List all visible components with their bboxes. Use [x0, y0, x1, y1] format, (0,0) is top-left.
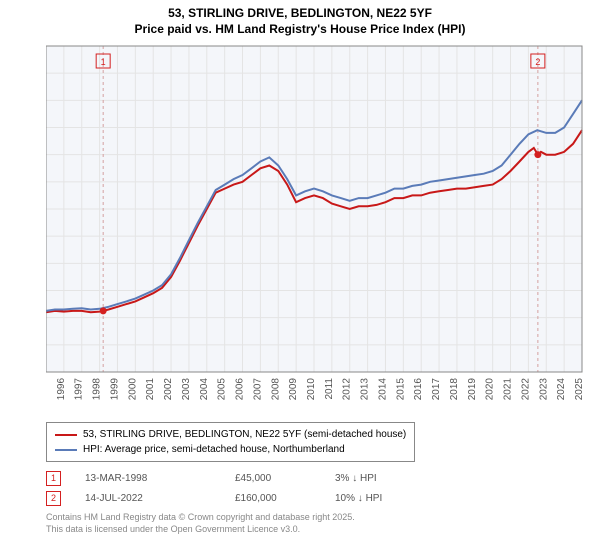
svg-text:1: 1 — [101, 57, 106, 67]
svg-text:2015: 2015 — [395, 378, 406, 401]
svg-text:2019: 2019 — [467, 378, 478, 401]
legend-row: 53, STIRLING DRIVE, BEDLINGTON, NE22 5YF… — [55, 427, 406, 442]
svg-text:2007: 2007 — [252, 378, 263, 401]
svg-text:2012: 2012 — [342, 378, 353, 401]
svg-text:2010: 2010 — [306, 378, 317, 401]
svg-text:2020: 2020 — [485, 378, 496, 401]
marker-date: 13-MAR-1998 — [85, 473, 235, 484]
svg-text:1999: 1999 — [109, 378, 120, 401]
marker-row: 1 13-MAR-1998 £45,000 3% ↓ HPI — [46, 468, 435, 488]
svg-text:2006: 2006 — [235, 378, 246, 401]
svg-text:2016: 2016 — [413, 378, 424, 401]
legend-label: 53, STIRLING DRIVE, BEDLINGTON, NE22 5YF… — [83, 427, 406, 442]
svg-text:2023: 2023 — [538, 378, 549, 401]
marker-price: £160,000 — [235, 493, 335, 504]
svg-text:2000: 2000 — [127, 378, 138, 401]
marker-badge-1: 1 — [46, 471, 61, 486]
price-chart: £0£20K£40K£60K£80K£100K£120K£140K£160K£1… — [46, 42, 586, 412]
svg-text:2018: 2018 — [449, 378, 460, 401]
svg-text:2: 2 — [535, 57, 540, 67]
svg-text:2014: 2014 — [377, 378, 388, 401]
marker-pct: 10% ↓ HPI — [335, 493, 435, 504]
svg-text:2003: 2003 — [181, 378, 192, 401]
svg-text:2017: 2017 — [431, 378, 442, 401]
marker-badge-2: 2 — [46, 491, 61, 506]
svg-text:2024: 2024 — [556, 378, 567, 401]
svg-text:2013: 2013 — [360, 378, 371, 401]
title-line-1: 53, STIRLING DRIVE, BEDLINGTON, NE22 5YF — [0, 6, 600, 22]
svg-text:2005: 2005 — [217, 378, 228, 401]
marker-row: 2 14-JUL-2022 £160,000 10% ↓ HPI — [46, 488, 435, 508]
svg-text:2008: 2008 — [270, 378, 281, 401]
svg-text:1995: 1995 — [46, 378, 49, 401]
svg-text:2001: 2001 — [145, 378, 156, 401]
legend: 53, STIRLING DRIVE, BEDLINGTON, NE22 5YF… — [46, 422, 415, 462]
title-line-2: Price paid vs. HM Land Registry's House … — [0, 22, 600, 38]
svg-text:2011: 2011 — [324, 378, 335, 400]
marker-price: £45,000 — [235, 473, 335, 484]
marker-date: 14-JUL-2022 — [85, 493, 235, 504]
legend-row: HPI: Average price, semi-detached house,… — [55, 442, 406, 457]
legend-swatch-price — [55, 434, 77, 436]
svg-text:1998: 1998 — [92, 378, 103, 401]
footer-line-1: Contains HM Land Registry data © Crown c… — [46, 512, 355, 524]
svg-text:2004: 2004 — [199, 378, 210, 401]
marker-table: 1 13-MAR-1998 £45,000 3% ↓ HPI 2 14-JUL-… — [46, 468, 435, 508]
svg-text:2021: 2021 — [503, 378, 514, 401]
footer: Contains HM Land Registry data © Crown c… — [46, 512, 355, 535]
footer-line-2: This data is licensed under the Open Gov… — [46, 524, 355, 536]
svg-text:2025: 2025 — [574, 378, 585, 401]
legend-label: HPI: Average price, semi-detached house,… — [83, 442, 345, 457]
svg-text:2009: 2009 — [288, 378, 299, 401]
marker-pct: 3% ↓ HPI — [335, 473, 435, 484]
svg-text:2002: 2002 — [163, 378, 174, 401]
svg-text:1997: 1997 — [74, 378, 85, 401]
legend-swatch-hpi — [55, 449, 77, 451]
chart-title: 53, STIRLING DRIVE, BEDLINGTON, NE22 5YF… — [0, 0, 600, 37]
svg-text:2022: 2022 — [520, 378, 531, 401]
svg-text:1996: 1996 — [56, 378, 67, 401]
